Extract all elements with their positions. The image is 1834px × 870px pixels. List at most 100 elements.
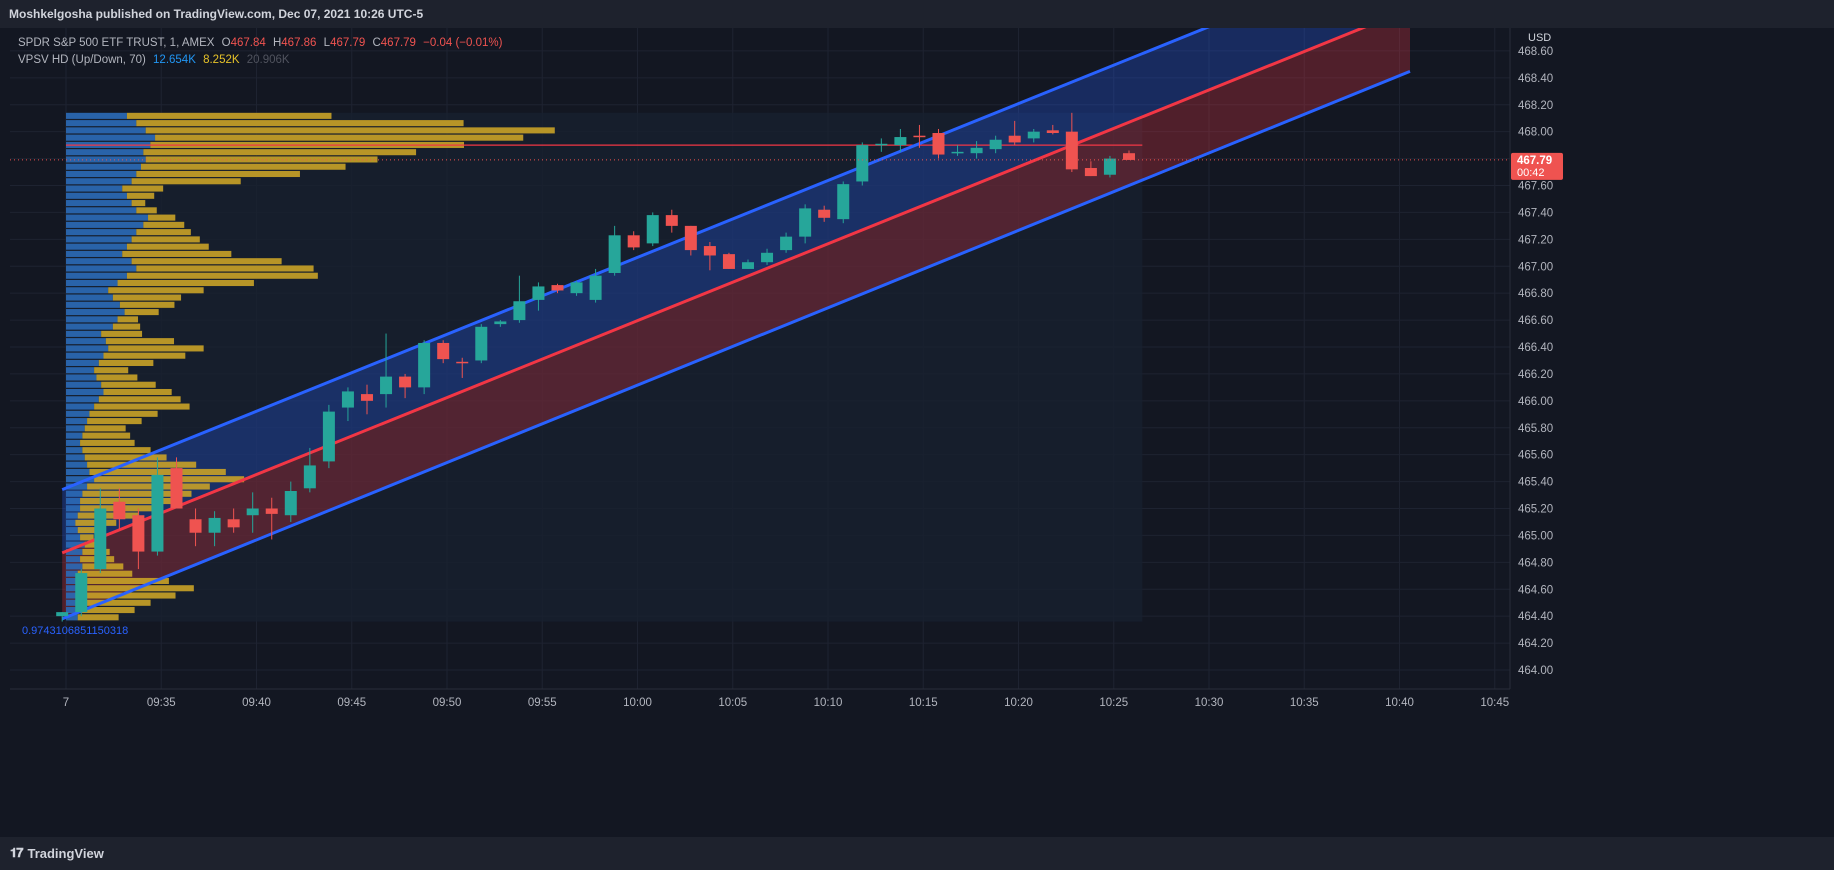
candle-body [1103, 158, 1116, 175]
candle [570, 281, 583, 296]
vp-down-bar [77, 570, 133, 577]
candle-body [818, 209, 831, 218]
vp-up-bar [66, 388, 104, 396]
vp-down-bar [136, 265, 314, 272]
time-tick-label: 10:05 [718, 697, 747, 709]
candle [722, 252, 735, 269]
time-tick-label: 09:50 [433, 697, 462, 709]
vp-up-bar [66, 192, 127, 199]
candle-body [799, 208, 812, 237]
candle-body [456, 361, 469, 364]
price-tick-label: 464.40 [1518, 611, 1553, 623]
channel-center-line [61, 7, 1411, 555]
vp-down-bar [131, 258, 282, 265]
candle [551, 283, 564, 294]
vp-up-bar [66, 149, 144, 156]
vp-up-bar [66, 439, 81, 446]
candle-body [837, 184, 850, 220]
open-label: O [221, 37, 231, 49]
vp-down-bar [80, 592, 176, 599]
candle [780, 232, 793, 253]
vp-up-bar [66, 432, 83, 439]
time-tick-label: 10:20 [1004, 697, 1033, 709]
time-tick-label: 10:00 [623, 697, 652, 709]
time-tick-label: 10:35 [1290, 697, 1319, 709]
candle-body [627, 235, 640, 248]
vp-up-bar [66, 279, 118, 287]
low-value: 467.79 [330, 37, 366, 49]
candle [646, 212, 659, 247]
tradingview-logo-icon: 𝟏𝟕 [10, 845, 24, 860]
candle [284, 481, 297, 522]
vp-up-bar [66, 170, 137, 178]
vpsv-label: VPSV HD (Up/Down, 70) [18, 54, 146, 66]
price-tick-label: 464.20 [1518, 638, 1553, 650]
candle-body [1122, 153, 1135, 160]
candle [380, 333, 393, 408]
vp-up-bar [66, 345, 109, 352]
vp-down-bar [82, 447, 151, 454]
volume-profile-area [66, 112, 1143, 622]
candle-body [665, 215, 678, 226]
vp-up-bar [66, 323, 113, 330]
vpsv-down-value: 8.252K [203, 54, 240, 66]
candle [399, 373, 412, 399]
vp-down-bar [108, 287, 204, 294]
vp-up-bar [66, 447, 83, 454]
high-value: 467.86 [281, 37, 317, 49]
price-axis-ticks: 468.80468.60468.40468.20468.00467.80467.… [1518, 19, 1553, 677]
indicator-legend-row[interactable]: VPSV HD (Up/Down, 70) 12.654K 8.252K 20.… [18, 52, 502, 69]
candle [761, 248, 774, 265]
candle [665, 209, 678, 233]
candle [341, 387, 354, 422]
vp-up-bar [66, 178, 132, 185]
candle [418, 340, 431, 395]
vp-down-bar [148, 214, 176, 221]
candle [913, 124, 926, 148]
time-tick-label: 10:10 [814, 697, 843, 709]
vp-down-bar [94, 367, 129, 374]
chart-area[interactable]: 0.97431068511503​18468.80468.60468.40468… [10, 0, 1766, 837]
price-tick-label: 468.40 [1518, 73, 1553, 85]
vp-up-bar [66, 381, 102, 388]
candle-body [208, 517, 221, 533]
candle-body [265, 508, 278, 514]
candle-body [113, 501, 126, 520]
top-bar: Moshkelgosha published on TradingView.co… [0, 0, 1834, 28]
vp-down-bar [87, 461, 197, 468]
tradingview-brand[interactable]: 𝟏𝟕 TradingView [10, 845, 104, 861]
vp-down-bar [77, 527, 105, 534]
price-tick-label: 467.20 [1518, 234, 1553, 246]
candle [970, 141, 983, 159]
vp-up-bar [66, 548, 83, 555]
symbol-legend-row[interactable]: SPDR S&P 500 ETF TRUST, 1, AMEX O467.84 … [18, 35, 502, 52]
candle [475, 324, 488, 364]
vp-down-bar [82, 599, 151, 606]
candle [932, 128, 945, 159]
candle [703, 242, 716, 271]
vp-down-bar [131, 200, 146, 207]
vp-down-bar [80, 439, 135, 446]
vp-up-bar [66, 476, 95, 483]
price-tick-label: 465.00 [1518, 530, 1553, 542]
vp-up-bar [66, 163, 141, 170]
price-tick-label: 466.60 [1518, 315, 1553, 327]
vp-up-bar [66, 200, 132, 207]
vp-down-bar [143, 221, 185, 228]
candle-body [684, 225, 697, 251]
candle [627, 231, 640, 251]
candle [741, 259, 754, 269]
candle [322, 404, 335, 469]
change-value: −0.04 (−0.01%) [423, 37, 503, 49]
candle [94, 488, 107, 574]
candle [227, 508, 240, 533]
vp-down-bar [117, 316, 139, 323]
price-chart[interactable]: 0.97431068511503​18468.80468.60468.40468… [10, 0, 1766, 837]
candle [894, 128, 907, 152]
candle-body [494, 321, 507, 325]
price-tick-label: 464.60 [1518, 584, 1553, 596]
vp-down-bar [136, 207, 157, 214]
time-tick-label: 10:45 [1480, 697, 1509, 709]
vp-down-bar [105, 338, 175, 345]
candle [113, 488, 126, 529]
